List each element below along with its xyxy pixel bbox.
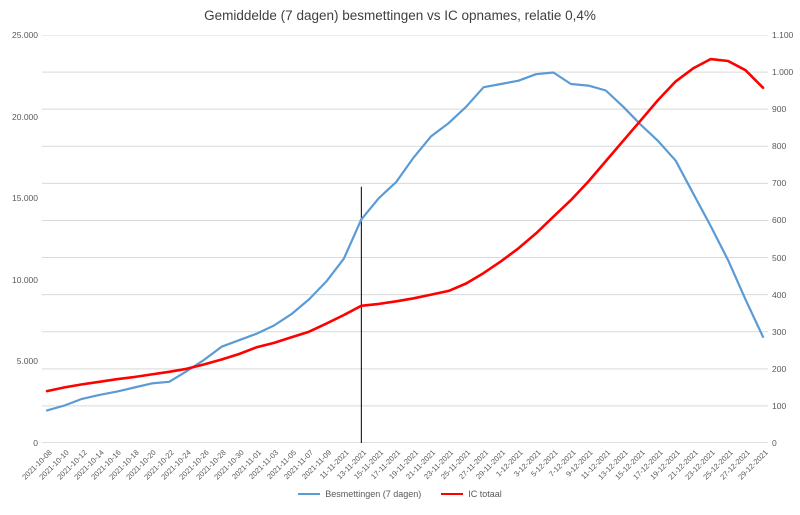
right-axis-tick-label: 100 bbox=[772, 400, 787, 411]
right-axis-tick-label: 500 bbox=[772, 252, 787, 263]
right-axis-tick-label: 600 bbox=[772, 215, 787, 226]
right-axis-tick-label: 0 bbox=[772, 438, 777, 448]
right-axis-tick-label: 1.100 bbox=[772, 30, 794, 40]
series-line-ic-totaal bbox=[45, 57, 765, 393]
right-axis-tick-label: 400 bbox=[772, 289, 787, 300]
legend-label: IC totaal bbox=[468, 489, 502, 499]
right-axis-tick-label: 300 bbox=[772, 326, 787, 337]
left-axis-tick-label: 10.000 bbox=[12, 274, 38, 285]
legend: Besmettingen (7 dagen) IC totaal bbox=[0, 489, 800, 499]
right-axis-tick-label: 900 bbox=[772, 104, 787, 115]
left-axis-tick-label: 25.000 bbox=[12, 30, 38, 40]
x-axis-labels: 2021-10-08 2021-10-10 2021-10-12 2021-10-14… bbox=[20, 443, 769, 515]
series-line-besmettingen-7-dagen bbox=[45, 71, 765, 412]
right-axis-tick-label: 800 bbox=[772, 141, 787, 152]
left-axis-tick-label: 20.000 bbox=[12, 111, 38, 122]
legend-item: IC totaal bbox=[441, 489, 502, 499]
right-axis-tick-label: 200 bbox=[772, 363, 787, 374]
right-axis-tick-label: 1.000 bbox=[772, 67, 794, 78]
left-axis-tick-label: 0 bbox=[33, 438, 38, 448]
chart-title: Gemiddelde (7 dagen) besmettingen vs IC … bbox=[204, 8, 596, 23]
plot-area bbox=[42, 35, 768, 443]
legend-item: Besmettingen (7 dagen) bbox=[298, 489, 421, 499]
left-axis-tick-label: 15.000 bbox=[12, 193, 38, 204]
legend-line-swatch bbox=[441, 493, 464, 495]
legend-label: Besmettingen (7 dagen) bbox=[325, 489, 422, 499]
legend-line-swatch bbox=[298, 493, 321, 495]
right-axis-tick-label: 700 bbox=[772, 178, 787, 189]
left-axis-tick-label: 5.000 bbox=[16, 356, 38, 367]
